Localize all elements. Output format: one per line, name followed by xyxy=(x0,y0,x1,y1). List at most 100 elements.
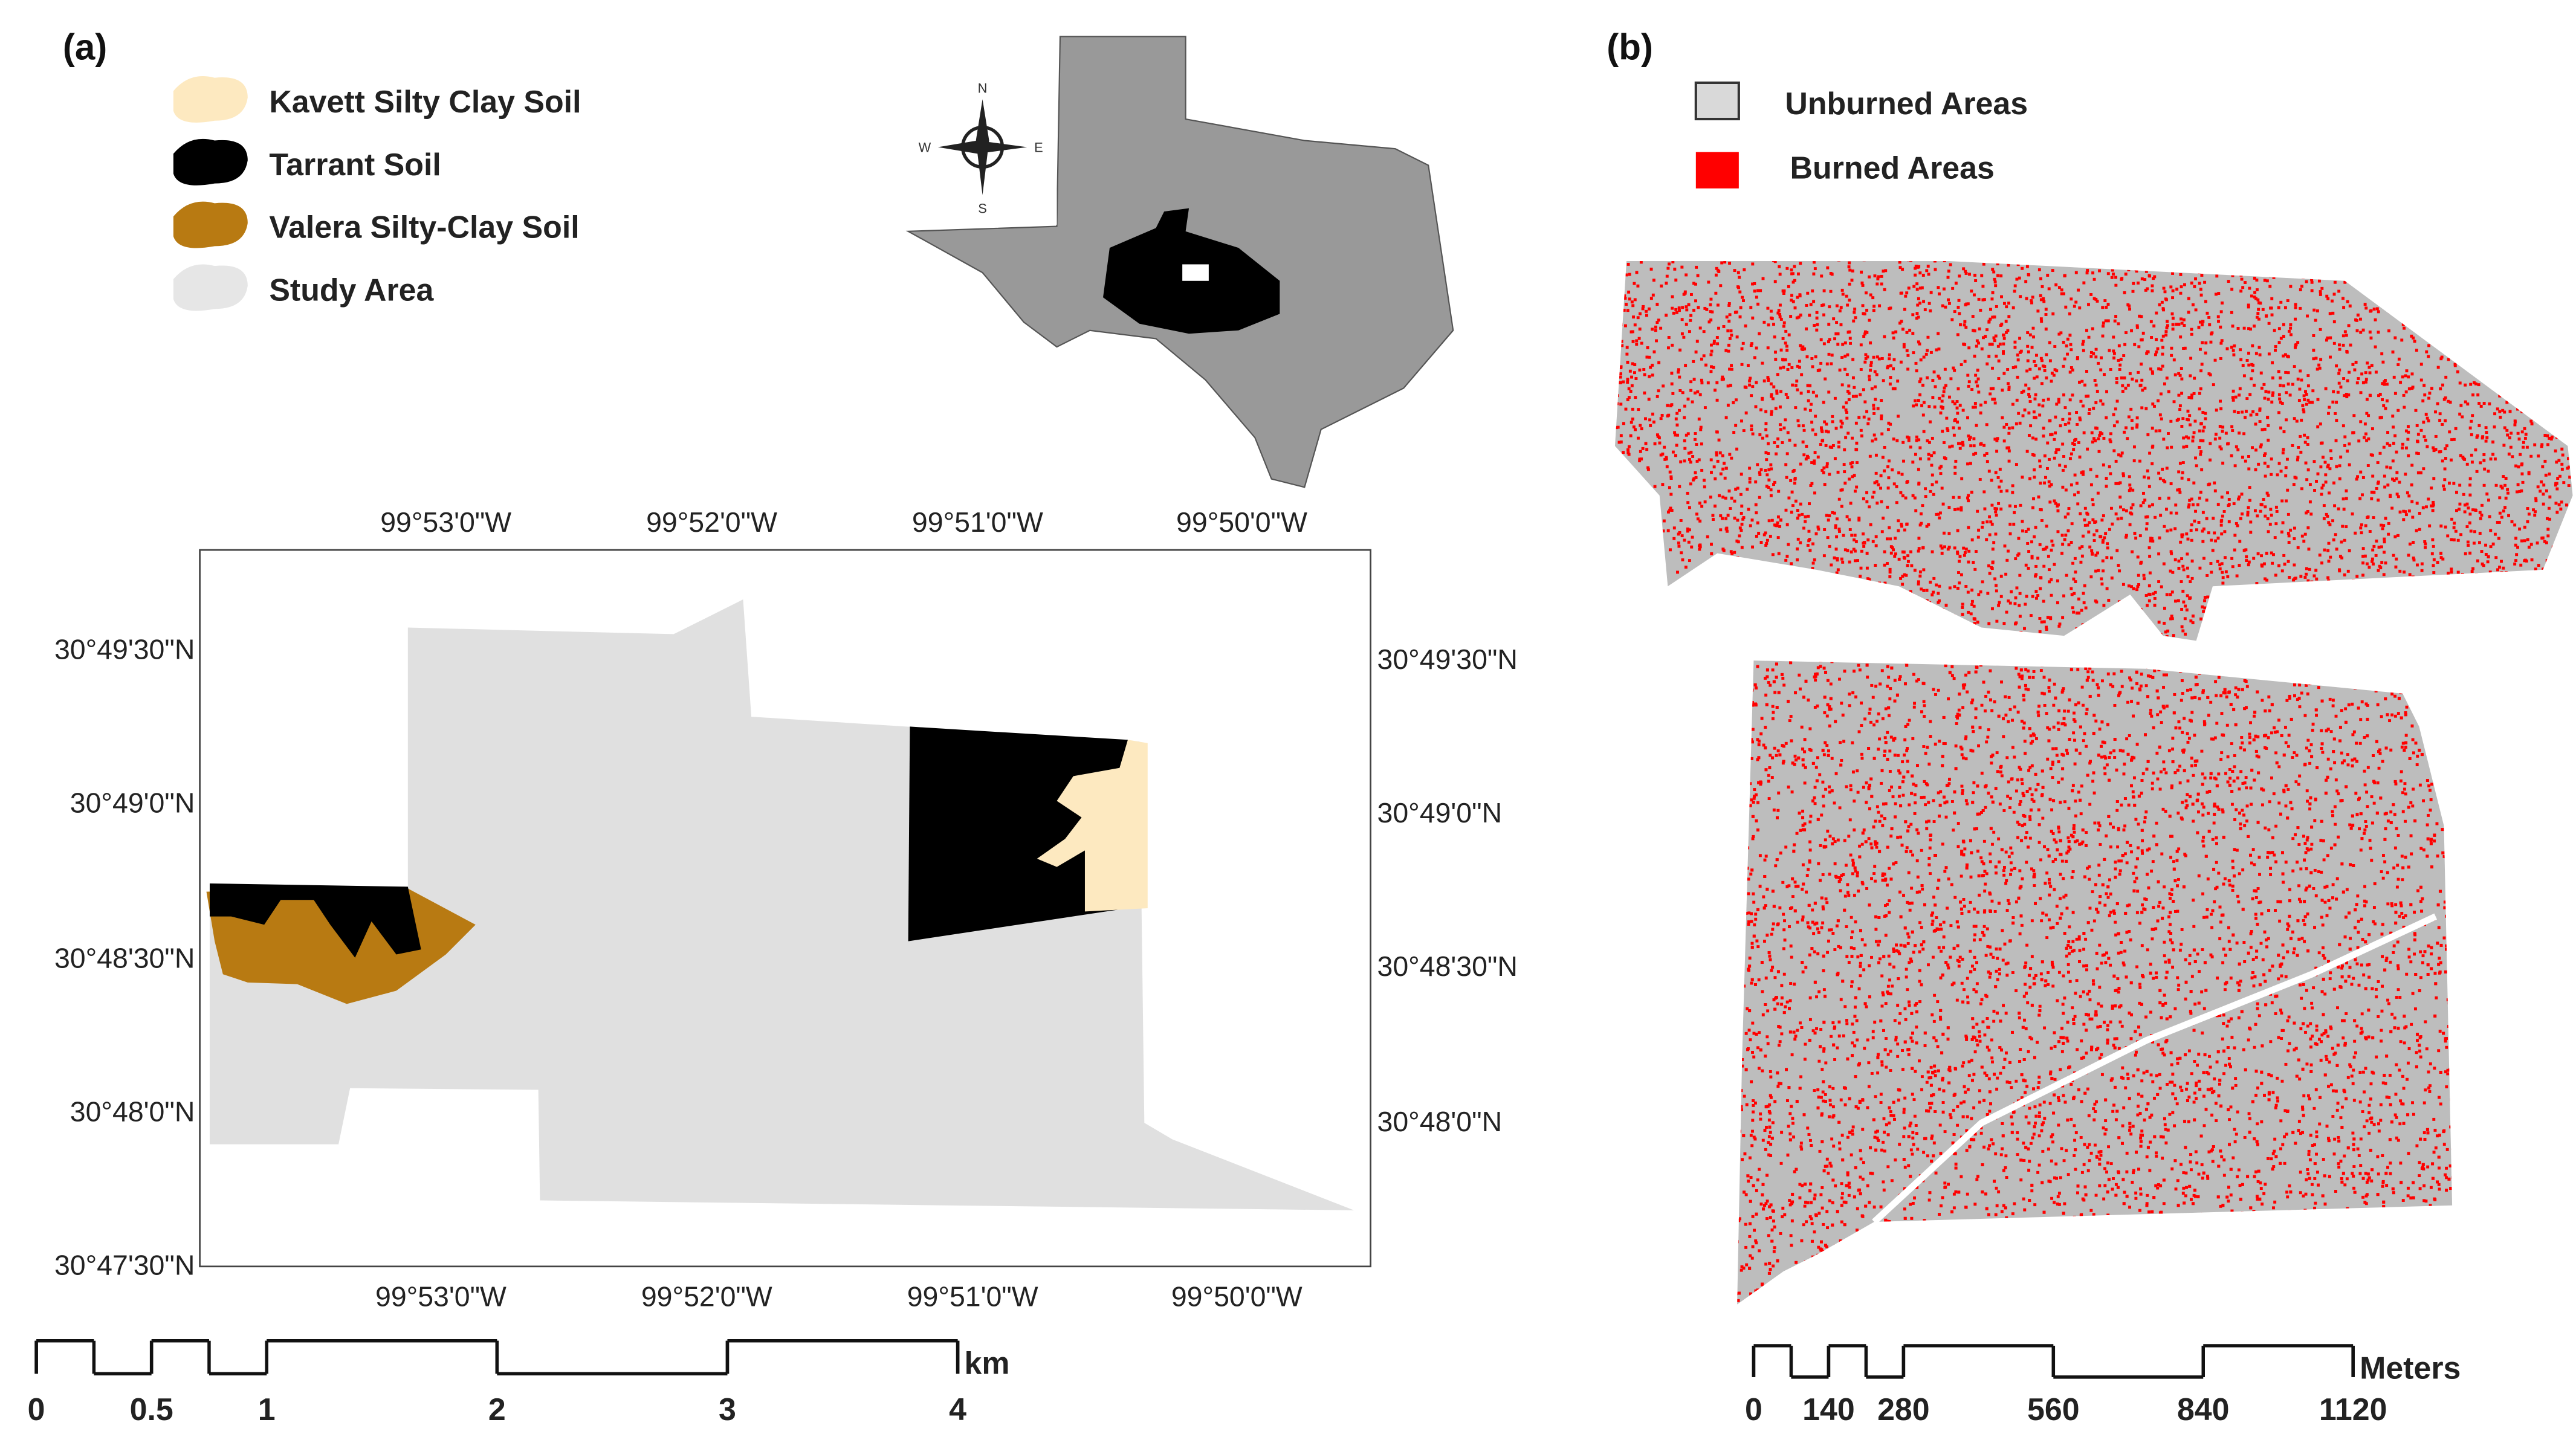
burn-pixel xyxy=(2039,587,2042,590)
burn-pixel xyxy=(2070,522,2074,526)
burn-pixel xyxy=(2245,397,2249,401)
burn-pixel xyxy=(2141,331,2145,335)
burn-pixel xyxy=(1939,411,1943,415)
burn-pixel xyxy=(1701,634,1705,638)
burn-pixel xyxy=(1669,492,1673,496)
burn-pixel xyxy=(1643,391,1646,395)
burn-pixel xyxy=(1806,543,1810,547)
burn-pixel xyxy=(1623,592,1627,596)
burn-pixel xyxy=(2251,363,2255,367)
burn-pixel xyxy=(2360,523,2363,527)
burn-pixel xyxy=(2305,567,2308,570)
burn-pixel xyxy=(2160,585,2163,589)
burn-pixel xyxy=(2319,266,2323,270)
burn-pixel xyxy=(2053,345,2057,348)
burn-pixel xyxy=(2011,491,2015,494)
burn-pixel xyxy=(1796,419,1800,422)
burn-pixel xyxy=(2121,508,2125,512)
burn-pixel xyxy=(2174,599,2177,603)
burn-pixel xyxy=(1721,375,1724,379)
burn-pixel xyxy=(1981,580,1984,584)
burn-pixel xyxy=(1900,525,1903,528)
burn-pixel xyxy=(2458,502,2462,506)
burn-pixel xyxy=(2443,478,2447,482)
burn-pixel xyxy=(2137,345,2141,349)
burn-pixel xyxy=(2221,576,2225,580)
burn-pixel xyxy=(2395,471,2399,474)
burn-pixel xyxy=(2135,270,2138,273)
burn-pixel xyxy=(2382,573,2386,576)
burn-pixel xyxy=(1730,334,1733,337)
burn-pixel xyxy=(2383,474,2386,478)
burn-pixel xyxy=(1742,615,1746,619)
burn-pixel xyxy=(2128,304,2131,308)
burn-pixel xyxy=(2548,472,2551,476)
burn-pixel xyxy=(1619,381,1622,384)
burn-pixel xyxy=(1868,596,1872,600)
burn-pixel xyxy=(2348,442,2351,446)
burn-pixel xyxy=(1846,331,1850,334)
burn-pixel xyxy=(2095,630,2099,634)
burn-pixel xyxy=(2049,616,2053,619)
burn-pixel xyxy=(1666,622,1669,626)
burn-pixel xyxy=(2541,465,2545,468)
burn-pixel xyxy=(1813,558,1816,561)
burn-pixel xyxy=(2216,536,2220,540)
burn-pixel xyxy=(2462,275,2465,279)
burn-pixel xyxy=(2002,350,2005,354)
burn-pixel xyxy=(2239,358,2243,361)
burn-pixel xyxy=(2367,437,2371,441)
burn-pixel xyxy=(1999,274,2003,278)
burn-pixel xyxy=(2501,622,2505,626)
burn-pixel xyxy=(2034,526,2037,529)
burn-pixel xyxy=(2158,413,2162,417)
burn-pixel xyxy=(1721,454,1724,457)
burn-pixel xyxy=(2533,260,2537,262)
burn-pixel xyxy=(1637,602,1640,605)
burn-pixel xyxy=(2031,436,2034,440)
burn-pixel xyxy=(1656,526,1660,529)
burn-pixel xyxy=(1927,273,1930,276)
burn-pixel xyxy=(1748,477,1752,480)
burn-pixel xyxy=(1614,376,1617,379)
burn-pixel xyxy=(2169,617,2173,621)
burn-pixel xyxy=(2346,379,2349,383)
burn-pixel xyxy=(1808,314,1811,317)
burn-pixel xyxy=(1636,284,1640,288)
burn-pixel xyxy=(2468,426,2472,430)
burn-pixel xyxy=(1837,593,1841,596)
burn-pixel xyxy=(1946,276,1950,279)
burn-pixel xyxy=(1879,631,1882,634)
burn-pixel xyxy=(2042,547,2045,551)
burn-pixel xyxy=(1934,639,1938,641)
burn-pixel xyxy=(2546,382,2549,386)
burn-pixel xyxy=(2074,570,2077,574)
burn-pixel xyxy=(2072,610,2076,614)
burn-pixel xyxy=(2469,290,2473,294)
burn-pixel xyxy=(2146,604,2149,607)
burn-pixel xyxy=(2030,301,2033,305)
burn-pixel xyxy=(1868,375,1871,378)
burn-pixel xyxy=(2135,262,2139,266)
burn-pixel xyxy=(2267,424,2270,427)
burn-pixel xyxy=(2489,529,2493,532)
burn-pixel xyxy=(1843,448,1846,451)
burn-pixel xyxy=(1710,365,1713,369)
burn-pixel xyxy=(1644,442,1648,445)
burn-pixel xyxy=(1651,535,1654,538)
burn-pixel xyxy=(1985,520,1989,524)
burn-pixel xyxy=(1686,579,1689,583)
burn-pixel xyxy=(1864,353,1868,357)
burn-pixel xyxy=(2501,342,2505,346)
burn-pixel xyxy=(2062,594,2065,598)
burn-pixel xyxy=(2502,392,2506,395)
burn-pixel xyxy=(2117,453,2120,457)
burn-pixel xyxy=(2504,496,2508,500)
burn-pixel xyxy=(2185,608,2189,612)
burn-pixel xyxy=(2294,576,2297,580)
burn-pixel xyxy=(1721,577,1725,581)
burn-pixel xyxy=(1861,304,1865,308)
burn-pixel xyxy=(2416,440,2419,444)
burn-pixel xyxy=(1727,583,1730,587)
burn-pixel xyxy=(2167,390,2170,393)
